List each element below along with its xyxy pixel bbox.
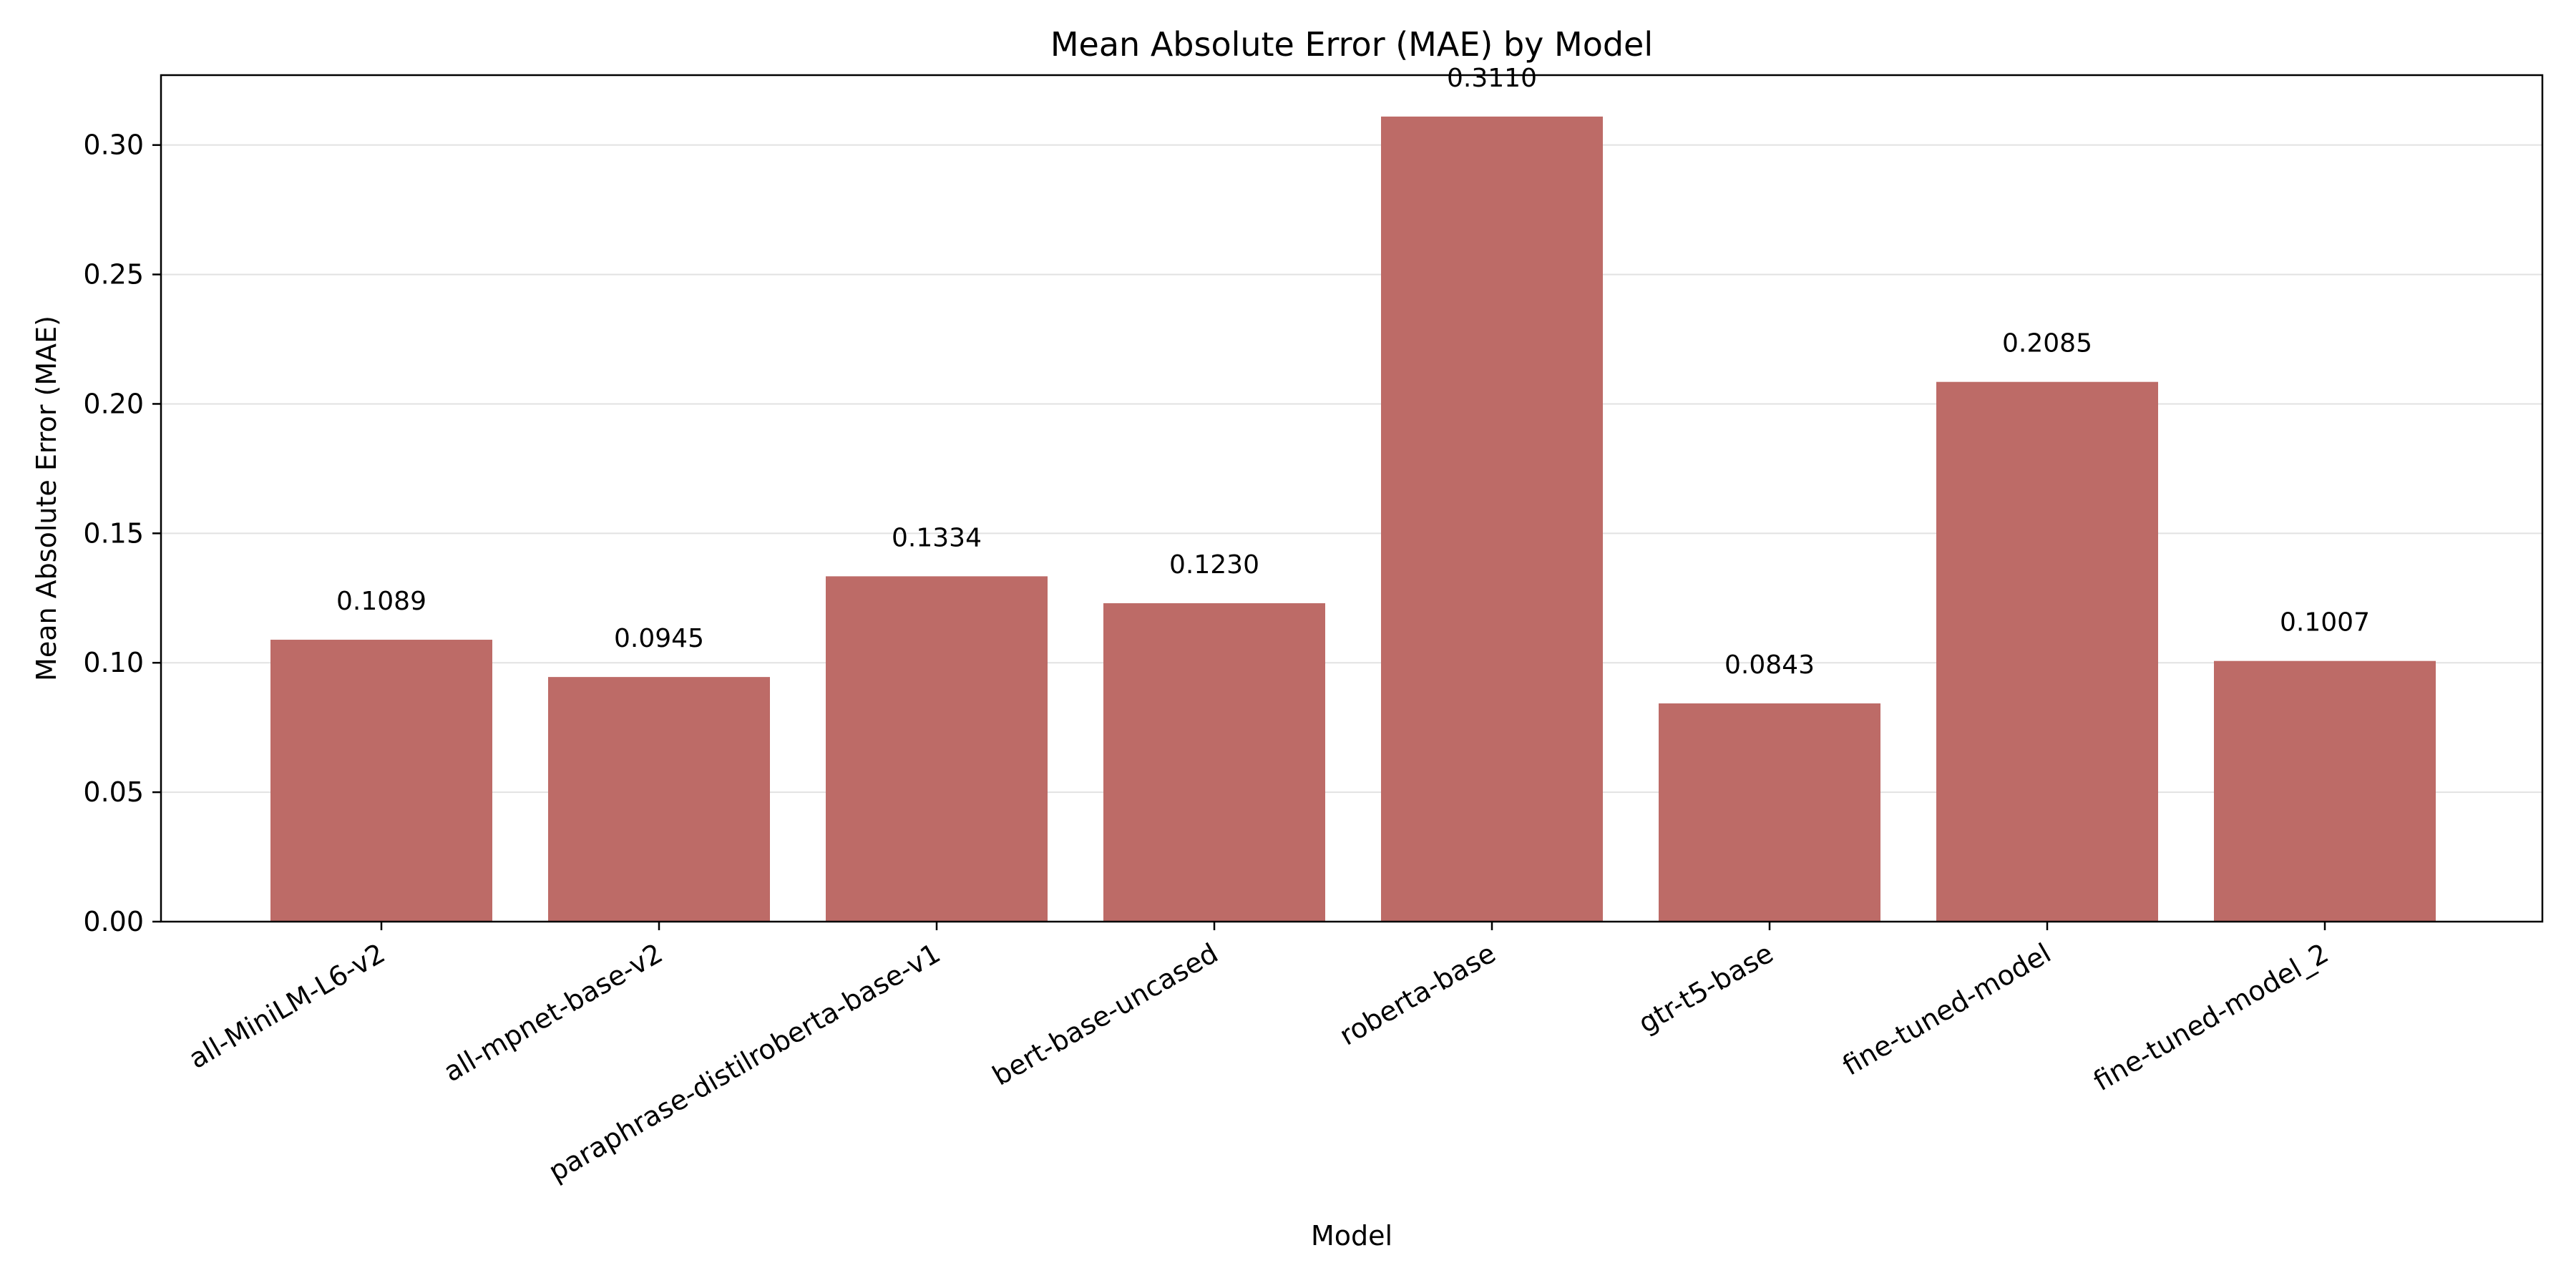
bar [2214, 660, 2436, 922]
bar-value-label: 0.1334 [892, 523, 982, 552]
plot-frame [160, 74, 2544, 923]
x-tick-label: fine-tuned-model [1838, 937, 2057, 1082]
x-tick-label: all-mpnet-base-v2 [438, 937, 668, 1088]
bar-value-label: 0.1230 [1169, 550, 1259, 580]
data-labels: 0.1089 0.0945 0.1334 0.1230 0.3110 0.0843 0.20… [336, 64, 2370, 680]
y-tick-label: 0.15 [83, 517, 144, 549]
bar-value-label: 0.1089 [336, 587, 426, 616]
bar [1936, 381, 2158, 922]
bar-value-label: 0.0945 [614, 624, 704, 653]
y-tick-label: 0.20 [83, 388, 144, 419]
bar-value-label: 0.1007 [2280, 608, 2370, 638]
bar-value-label: 0.2085 [2002, 329, 2092, 358]
y-axis: 0.00 0.05 0.10 0.15 0.20 0.25 0.30 [83, 130, 161, 937]
x-tick-label: fine-tuned-model_2 [2088, 937, 2333, 1098]
y-tick-label: 0.10 [83, 647, 144, 678]
x-tick-label: all-MiniLM-L6-v2 [183, 937, 390, 1075]
bars [270, 116, 2436, 922]
y-axis-label: Mean Absolute Error (MAE) [31, 316, 62, 681]
x-axis: all-MiniLM-L6-v2 all-mpnet-base-v2paraphr… [183, 922, 2334, 1188]
x-axis-label: Model [1311, 1220, 1392, 1252]
x-tick-label: roberta-base [1334, 937, 1501, 1052]
grid-lines [161, 144, 2542, 794]
bar-value-label: 0.3110 [1447, 64, 1537, 93]
bar [1659, 703, 1880, 922]
y-tick-label: 0.00 [83, 906, 144, 937]
bar [548, 677, 770, 922]
bar [1381, 116, 1603, 922]
bar-value-label: 0.0843 [1724, 650, 1815, 680]
x-tick-label: bert-base-uncased [987, 937, 1223, 1092]
bar [826, 576, 1048, 922]
bar [1103, 603, 1325, 922]
bar [270, 640, 492, 922]
y-tick-label: 0.25 [83, 259, 144, 291]
x-tick-label: gtr-t5-base [1633, 937, 1778, 1040]
y-tick-label: 0.05 [83, 776, 144, 808]
y-tick-label: 0.30 [83, 130, 144, 161]
chart-title: Mean Absolute Error (MAE) by Model [1050, 25, 1653, 64]
